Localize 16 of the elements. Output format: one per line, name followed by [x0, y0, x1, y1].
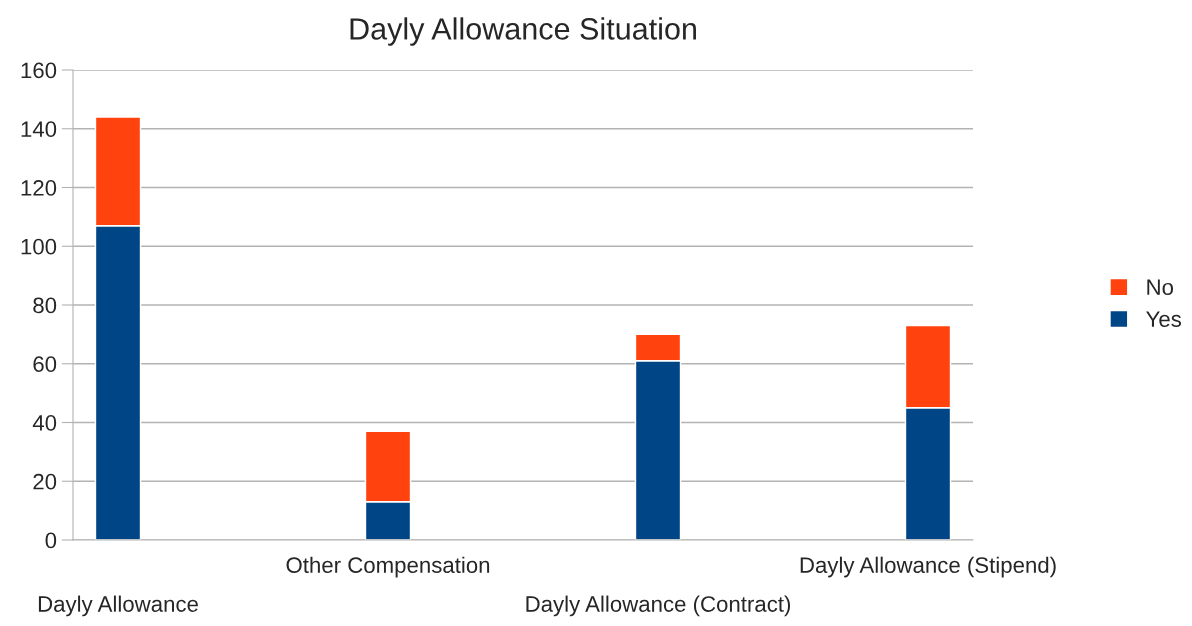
y-tick-label: 20 [33, 473, 57, 490]
legend-label: Yes [1146, 311, 1182, 327]
x-tick-label: Dayly Allowance (Stipend) [800, 556, 1056, 578]
y-tick-label: 60 [33, 356, 57, 373]
y-tick-label: 120 [21, 180, 57, 196]
y-tick-label: 160 [21, 62, 57, 79]
legend-label: No [1147, 279, 1174, 296]
x-tick-label: Dayly Allowance [38, 595, 198, 617]
y-tick-label: 140 [21, 121, 57, 138]
x-tick-label: Dayly Allowance (Contract) [526, 595, 791, 617]
y-tick-label: 0 [45, 532, 57, 549]
y-tick-label: 80 [33, 297, 57, 314]
y-tick-label: 100 [21, 238, 57, 255]
y-tick-label: 40 [32, 415, 57, 431]
x-tick-label: Other Compensation [286, 556, 490, 578]
chart-title: Dayly Allowance Situation [350, 17, 696, 46]
